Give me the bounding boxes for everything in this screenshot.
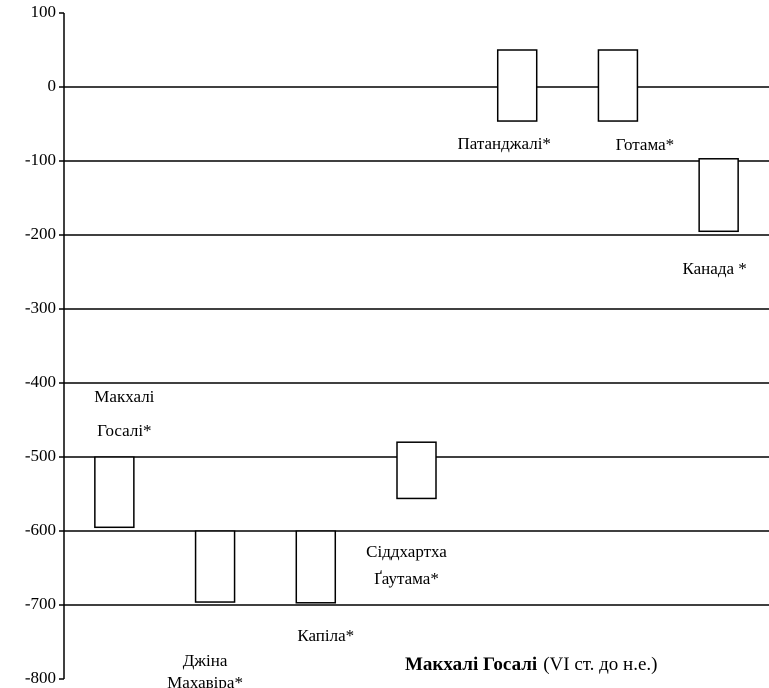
bar	[597, 49, 639, 122]
y-tick-label: -500	[25, 446, 56, 465]
bar	[295, 530, 337, 604]
category-label: Готама*	[616, 135, 674, 154]
bar	[396, 441, 437, 500]
y-tick-label: -800	[25, 668, 56, 687]
bar	[698, 158, 739, 233]
y-tick-label: -700	[25, 594, 56, 613]
category-label: Госалі*	[97, 421, 151, 440]
category-label: Капіла*	[297, 626, 354, 645]
category-label: Джіна	[183, 651, 228, 670]
y-tick-label: -600	[25, 520, 56, 539]
y-tick-label: -400	[25, 372, 56, 391]
y-tick-label: -300	[25, 298, 56, 317]
bar	[194, 530, 236, 603]
category-label: Ґаутама*	[374, 569, 439, 588]
annotation: Макхалі Госалі (VI ст. до н.е.)	[405, 654, 657, 675]
category-label: Макхалі	[94, 387, 154, 406]
y-tick-label: 0	[48, 76, 57, 95]
y-tick-label: -200	[25, 224, 56, 243]
category-label: Сіддхартха	[366, 542, 447, 561]
y-tick-label: 100	[31, 2, 57, 21]
y-tick-label: -100	[25, 150, 56, 169]
annotation-bold: Макхалі Госалі	[405, 654, 537, 675]
category-label: Махавіра*	[167, 673, 243, 688]
bar	[496, 49, 538, 122]
bar	[94, 456, 135, 529]
annotation-text: (VI ст. до н.е.)	[543, 654, 657, 675]
category-label: Канада *	[683, 259, 747, 278]
category-label: Патанджалі*	[457, 134, 550, 153]
